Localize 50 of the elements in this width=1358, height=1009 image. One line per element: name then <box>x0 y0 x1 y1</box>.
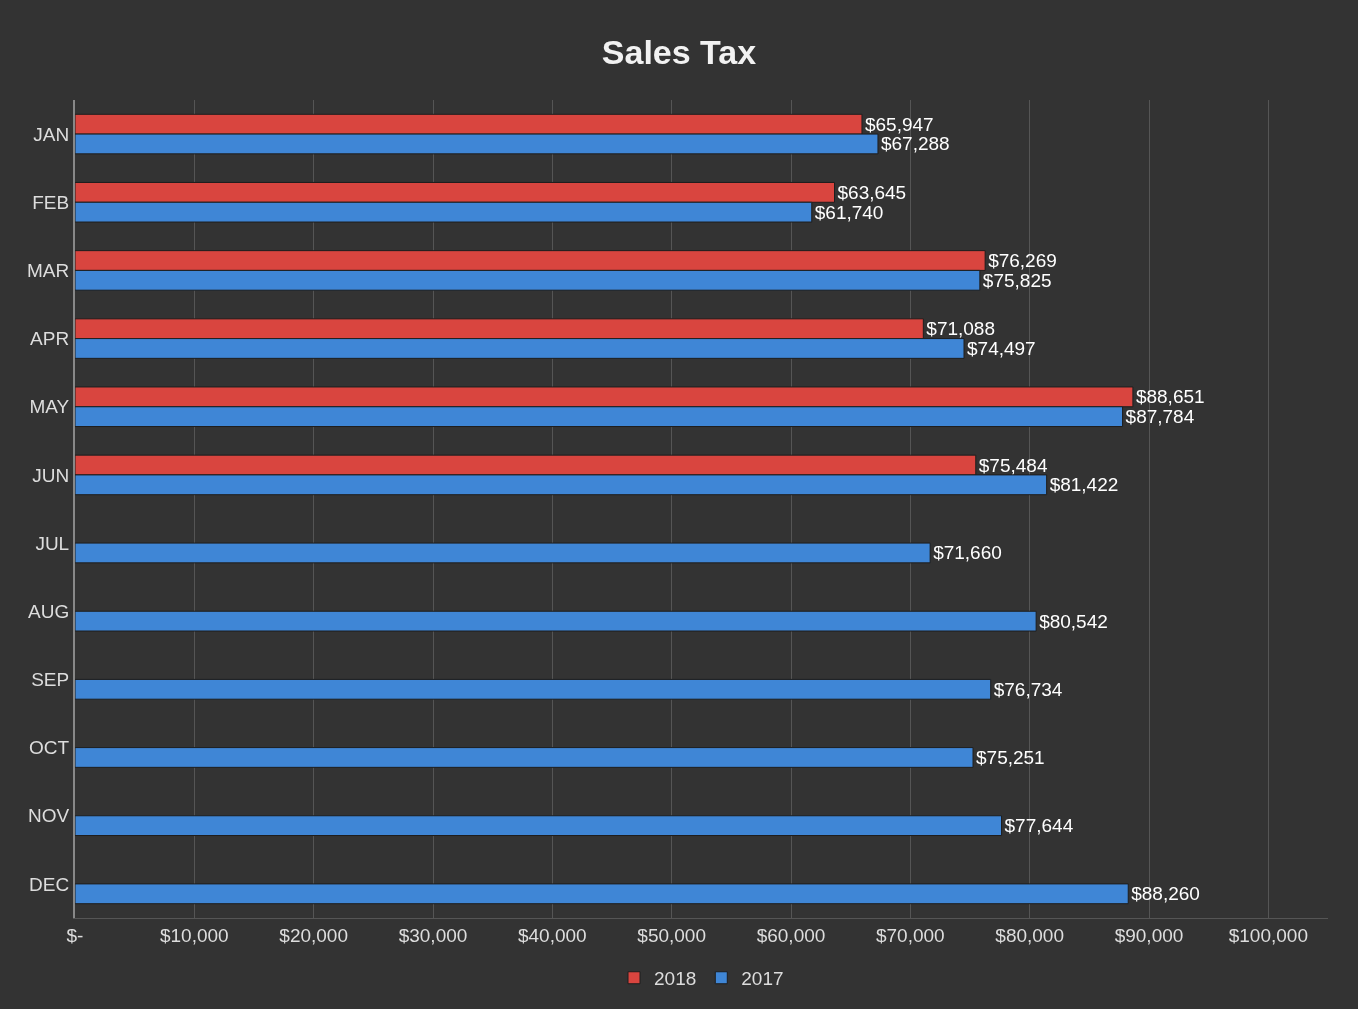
data-label: $65,947 <box>864 113 934 135</box>
data-label: $61,740 <box>814 201 884 223</box>
data-label: $75,251 <box>976 746 1045 768</box>
y-tick-label: AUG <box>28 600 70 622</box>
data-label: $80,542 <box>1039 610 1108 632</box>
x-tick-label: $100,000 <box>1228 924 1308 946</box>
data-label: $88,651 <box>1135 386 1205 408</box>
data-label: $88,260 <box>1131 883 1200 905</box>
data-label: $81,422 <box>1049 474 1119 496</box>
data-label: $76,734 <box>993 678 1063 700</box>
y-tick-label: FEB <box>32 191 70 213</box>
x-tick-label: $40,000 <box>517 924 587 946</box>
x-tick-label: $80,000 <box>995 924 1065 946</box>
y-tick-label: MAY <box>29 396 70 418</box>
y-tick-label: APR <box>30 328 70 350</box>
bar <box>75 883 1129 905</box>
x-tick-label: $10,000 <box>159 924 229 946</box>
data-label: $75,825 <box>982 269 1052 291</box>
y-tick-label: SEP <box>31 669 70 691</box>
data-label: $87,784 <box>1125 406 1195 428</box>
data-label: $71,088 <box>926 318 996 340</box>
bar <box>75 678 992 700</box>
y-tick-label: JAN <box>33 123 70 145</box>
data-label: $77,644 <box>1004 815 1074 837</box>
x-tick-label: $20,000 <box>279 924 349 946</box>
y-tick-label: OCT <box>29 737 70 759</box>
data-label: $67,288 <box>880 133 950 155</box>
x-tick-label: $60,000 <box>756 924 826 946</box>
legend-label: 2018 <box>654 968 697 990</box>
y-tick-label: NOV <box>28 805 70 827</box>
bar <box>75 747 974 768</box>
legend-label: 2017 <box>741 968 784 990</box>
x-tick-label: $50,000 <box>637 924 707 946</box>
y-tick-label: MAR <box>26 260 70 282</box>
bar <box>75 610 1037 632</box>
data-label: $74,497 <box>967 337 1036 359</box>
bar <box>75 542 931 564</box>
y-tick-label: JUL <box>35 532 70 554</box>
x-tick-label: $30,000 <box>398 924 468 946</box>
x-tick-label: $70,000 <box>875 924 945 946</box>
x-tick-label: $90,000 <box>1114 924 1184 946</box>
y-tick-label: JUN <box>32 464 70 486</box>
data-label: $76,269 <box>988 250 1057 272</box>
data-label: $75,484 <box>978 454 1048 476</box>
x-tick-label: $- <box>66 924 84 946</box>
data-label: $71,660 <box>933 542 1002 564</box>
y-tick-label: DEC <box>29 873 70 895</box>
chart-title: Sales Tax <box>601 33 757 72</box>
bar <box>75 815 1003 837</box>
data-label: $63,645 <box>837 181 907 203</box>
